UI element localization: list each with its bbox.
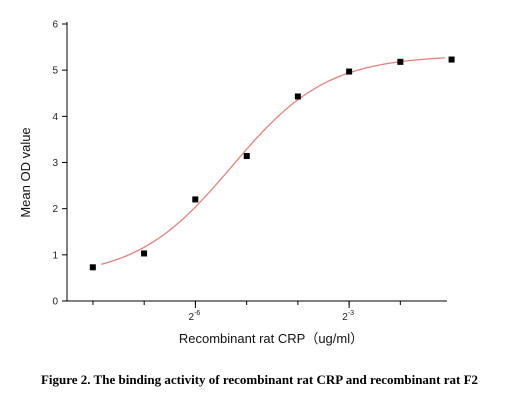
fit-curve <box>101 57 446 265</box>
x-tick-label: 2-6 <box>189 310 201 323</box>
data-point <box>397 58 404 65</box>
y-tick-label: 2 <box>52 204 58 215</box>
y-tick-label: 0 <box>52 297 58 308</box>
figure-caption: Figure 2. The binding activity of recomb… <box>40 372 479 387</box>
data-point <box>243 153 250 160</box>
data-point <box>448 56 455 63</box>
y-axis-title: Mean OD value <box>18 127 33 217</box>
data-point <box>89 264 96 271</box>
data-point <box>294 93 301 100</box>
data-point <box>141 250 148 257</box>
data-point <box>192 196 199 203</box>
x-tick-label: 2-3 <box>342 310 354 323</box>
y-tick-label: 6 <box>52 20 58 31</box>
y-tick-label: 5 <box>52 66 58 77</box>
data-point <box>346 68 353 75</box>
x-axis-title: Recombinant rat CRP（ug/ml） <box>179 331 363 346</box>
data-points <box>89 56 455 271</box>
y-tick-label: 1 <box>52 250 58 261</box>
x-axis: 2-6 2-3 <box>67 300 447 323</box>
y-axis: 0 1 2 3 4 5 6 <box>52 20 68 308</box>
y-tick-label: 4 <box>52 112 58 123</box>
y-tick-label: 3 <box>52 158 58 169</box>
